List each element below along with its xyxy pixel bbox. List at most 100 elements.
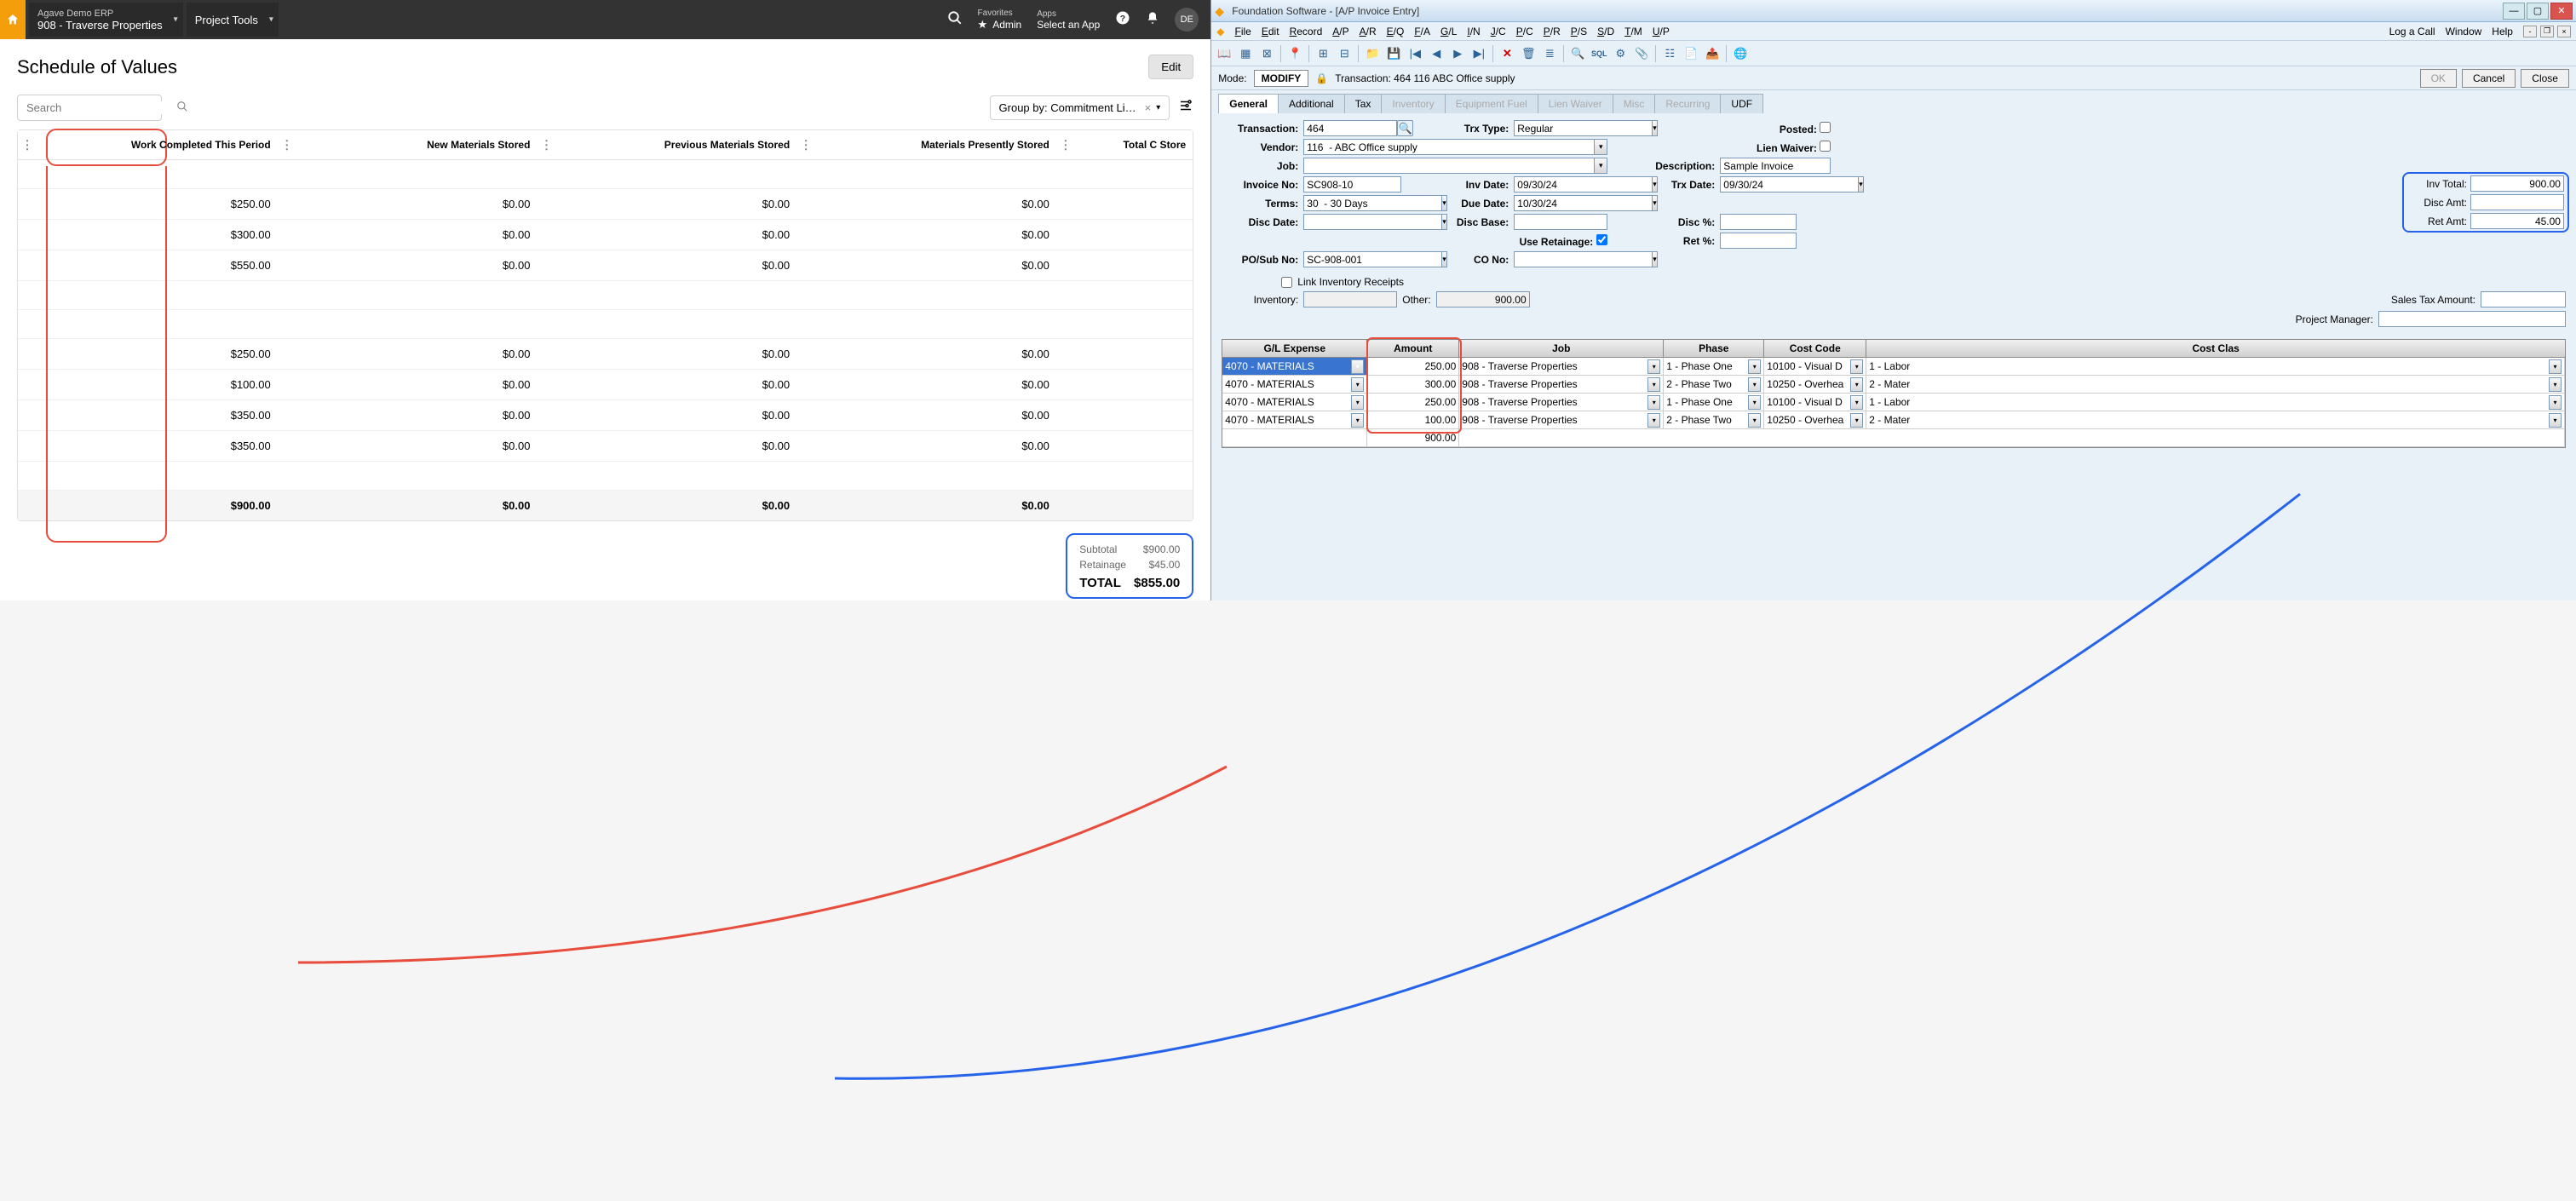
description-input[interactable] [1720, 158, 1831, 174]
trx-date-input[interactable] [1720, 176, 1858, 193]
vendor-input[interactable] [1303, 139, 1594, 155]
home-button[interactable] [0, 0, 26, 39]
menu-item[interactable]: File [1235, 26, 1251, 37]
dropdown-icon[interactable]: ▾ [1351, 377, 1364, 392]
menu-item[interactable]: I/N [1467, 26, 1480, 37]
globe-icon[interactable]: 🌐 [1731, 44, 1750, 63]
dropdown-icon[interactable]: ▾ [1647, 359, 1660, 374]
menu-item[interactable]: S/D [1597, 26, 1614, 37]
tab-additional[interactable]: Additional [1278, 94, 1345, 113]
groupby-selector[interactable]: Group by: Commitment Li… × ▾ [990, 95, 1170, 120]
tab-general[interactable]: General [1218, 94, 1279, 113]
dropdown-icon[interactable]: ▾ [1647, 395, 1660, 410]
dropdown-icon[interactable]: ▾ [1647, 377, 1660, 392]
dropdown-icon[interactable]: ▾ [1850, 395, 1863, 410]
dropdown-icon[interactable]: ▾ [2549, 377, 2562, 392]
menu-item[interactable]: Edit [1262, 26, 1279, 37]
dropdown-icon[interactable]: ▾ [1647, 413, 1660, 428]
grid-cell[interactable]: 100.00 [1367, 411, 1459, 428]
dropdown-icon[interactable]: ▾ [1351, 359, 1364, 374]
due-date-input[interactable] [1514, 195, 1652, 211]
trx-type-input[interactable] [1514, 120, 1652, 136]
dropdown-icon[interactable]: ▾ [1652, 120, 1658, 136]
search-icon[interactable]: 🔍 [1568, 44, 1587, 63]
sales-tax-input[interactable] [2481, 291, 2566, 307]
dropdown-icon[interactable]: ▾ [1748, 377, 1761, 392]
next-icon[interactable]: ▶ [1448, 44, 1467, 63]
minimize-button[interactable]: — [2503, 3, 2525, 20]
dropdown-icon[interactable]: ▾ [2549, 359, 2562, 374]
grid-cell[interactable]: 908 - Traverse Properties▾ [1459, 411, 1664, 428]
grid-cell[interactable]: 908 - Traverse Properties▾ [1459, 394, 1664, 411]
menu-item[interactable]: Window [2446, 26, 2482, 37]
grid-cell[interactable]: 10250 - Overhea▾ [1764, 411, 1866, 428]
dropdown-icon[interactable]: ▾ [1858, 176, 1864, 193]
disc-pct-input[interactable] [1720, 214, 1797, 230]
tab-misc[interactable]: Misc [1613, 94, 1656, 113]
clear-icon[interactable]: × [1145, 101, 1152, 114]
grid-cell[interactable]: 300.00 [1367, 376, 1459, 393]
grid-cell[interactable]: 1 - Phase One▾ [1664, 394, 1764, 411]
tab-recurring[interactable]: Recurring [1654, 94, 1721, 113]
first-icon[interactable]: |◀ [1406, 44, 1424, 63]
grid-cell[interactable]: 2 - Phase Two▾ [1664, 376, 1764, 393]
mdi-close[interactable]: × [2557, 26, 2571, 37]
menu-item[interactable]: G/L [1440, 26, 1457, 37]
list-icon[interactable]: ≣ [1540, 44, 1559, 63]
grid-cell[interactable]: 908 - Traverse Properties▾ [1459, 358, 1664, 375]
grid-row[interactable]: 4070 - MATERIALS▾300.00908 - Traverse Pr… [1222, 376, 2565, 394]
menu-item[interactable]: T/M [1624, 26, 1642, 37]
co-no-input[interactable] [1514, 251, 1652, 267]
grid-cell[interactable]: 1 - Phase One▾ [1664, 358, 1764, 375]
dropdown-icon[interactable]: ▾ [2549, 413, 2562, 428]
use-retainage-checkbox[interactable] [1596, 234, 1607, 245]
grid-cell[interactable]: 250.00 [1367, 358, 1459, 375]
prev-icon[interactable]: ◀ [1427, 44, 1446, 63]
dropdown-icon[interactable]: ▾ [1850, 413, 1863, 428]
menu-item[interactable]: A/P [1332, 26, 1348, 37]
grid-row[interactable]: 4070 - MATERIALS▾250.00908 - Traverse Pr… [1222, 394, 2565, 411]
dropdown-icon[interactable]: ▾ [1850, 359, 1863, 374]
tab-inventory[interactable]: Inventory [1381, 94, 1445, 113]
grid-cell[interactable]: 2 - Mater▾ [1866, 411, 2565, 428]
tab-udf[interactable]: UDF [1720, 94, 1763, 113]
checklist-icon[interactable]: ☷ [1660, 44, 1679, 63]
close-button[interactable]: Close [2521, 69, 2569, 88]
grid-cell[interactable]: 1 - Labor▾ [1866, 358, 2565, 375]
dropdown-icon[interactable]: ▾ [1351, 413, 1364, 428]
cancel-button[interactable]: Cancel [2462, 69, 2516, 88]
grid-row[interactable]: 4070 - MATERIALS▾250.00908 - Traverse Pr… [1222, 358, 2565, 376]
grid-cell[interactable]: 10100 - Visual D▾ [1764, 358, 1866, 375]
menu-item[interactable]: J/C [1491, 26, 1506, 37]
grid-cell[interactable]: 4070 - MATERIALS▾ [1222, 394, 1367, 411]
grid-icon[interactable]: ▦ [1236, 44, 1255, 63]
bell-icon[interactable] [1146, 11, 1159, 29]
cancel-icon[interactable]: ⊠ [1257, 44, 1276, 63]
grid-cell[interactable]: 4070 - MATERIALS▾ [1222, 376, 1367, 393]
link-inventory-checkbox[interactable] [1281, 277, 1292, 288]
menu-item[interactable]: Log a Call [2389, 26, 2435, 37]
po-sub-input[interactable] [1303, 251, 1441, 267]
col-menu-icon[interactable]: ⋮ [800, 138, 812, 152]
tree-icon[interactable]: ⊞ [1314, 44, 1332, 63]
export-icon[interactable]: 📤 [1703, 44, 1722, 63]
doc-icon[interactable]: 📄 [1682, 44, 1700, 63]
grid-cell[interactable]: 4070 - MATERIALS▾ [1222, 411, 1367, 428]
ok-button[interactable]: OK [2420, 69, 2457, 88]
sql-icon[interactable]: SQL [1590, 44, 1608, 63]
menu-item[interactable]: F/A [1414, 26, 1430, 37]
job-input[interactable] [1303, 158, 1594, 174]
tab-lien-waiver[interactable]: Lien Waiver [1538, 94, 1613, 113]
grid-cell[interactable]: 10100 - Visual D▾ [1764, 394, 1866, 411]
app-selector[interactable]: Agave Demo ERP 908 - Traverse Properties [29, 3, 183, 37]
dropdown-icon[interactable]: ▾ [1850, 377, 1863, 392]
chevron-down-icon[interactable]: ▾ [1156, 103, 1160, 112]
grid-cell[interactable]: 2 - Phase Two▾ [1664, 411, 1764, 428]
col-menu-icon[interactable]: ⋮ [540, 138, 552, 152]
dropdown-icon[interactable]: ▾ [1748, 359, 1761, 374]
book-icon[interactable]: 📖 [1215, 44, 1233, 63]
ret-pct-input[interactable] [1720, 233, 1797, 249]
menu-item[interactable]: U/P [1653, 26, 1670, 37]
disc-base-input[interactable] [1514, 214, 1607, 230]
avatar[interactable]: DE [1175, 8, 1199, 32]
